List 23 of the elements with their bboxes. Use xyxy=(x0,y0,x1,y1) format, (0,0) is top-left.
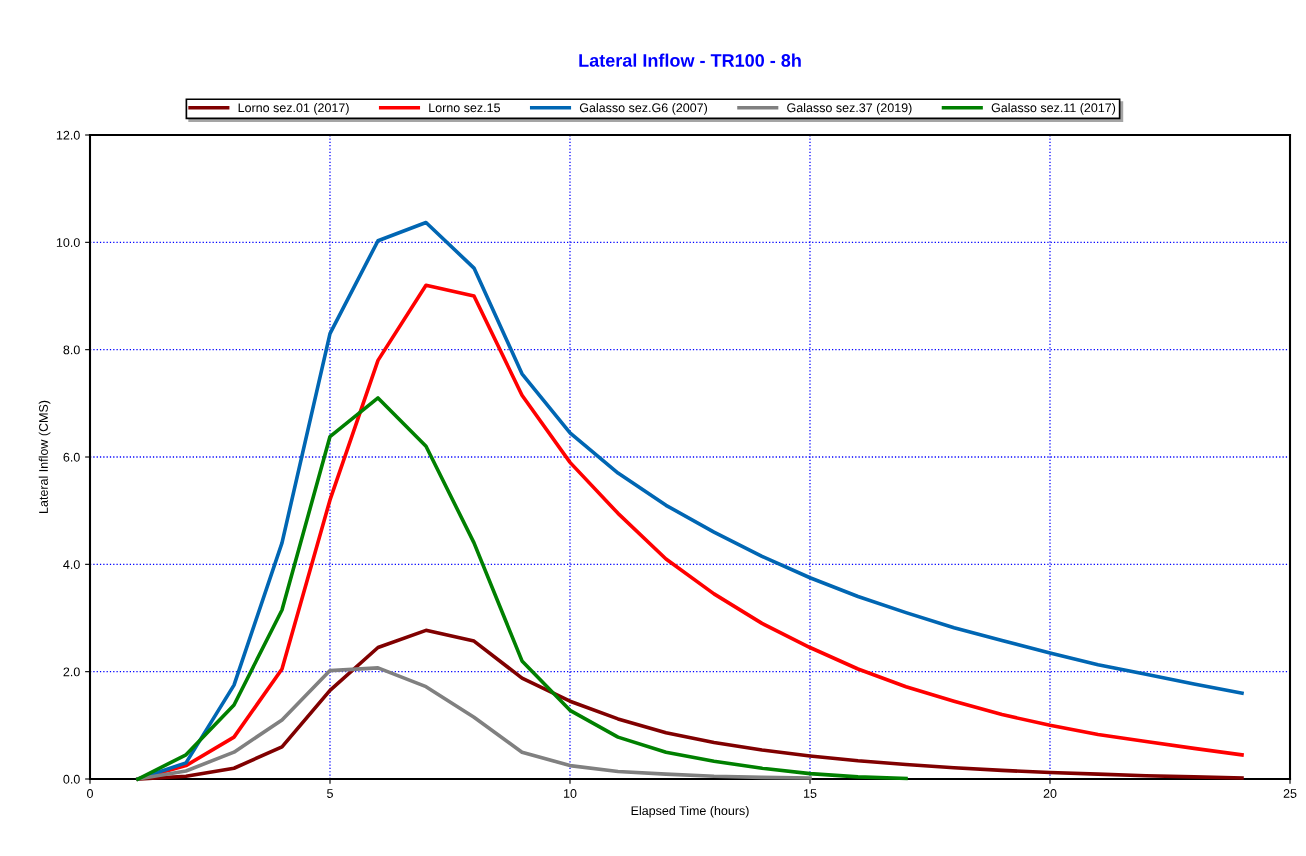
legend-label: Galasso sez.11 (2017) xyxy=(991,103,1116,115)
y-tick-label: 4.0 xyxy=(63,560,80,569)
y-axis-title: Lateral Inflow (CMS) xyxy=(38,400,51,513)
legend-label: Lorno sez.01 (2017) xyxy=(238,103,349,115)
x-tick-label: 20 xyxy=(1043,789,1057,798)
line-series xyxy=(136,396,908,781)
y-tick-label: 0.0 xyxy=(63,774,80,784)
x-tick-label: 10 xyxy=(564,789,577,798)
x-tick-label: 0 xyxy=(87,789,93,798)
legend-label: Galasso sez.37 (2019) xyxy=(787,103,912,115)
y-tick-label: 12.0 xyxy=(56,130,80,140)
x-tick-label: 5 xyxy=(327,789,333,798)
y-tick-label: 8.0 xyxy=(63,345,80,355)
y-tick-label: 2.0 xyxy=(63,667,80,677)
y-tick-label: 10.0 xyxy=(56,238,80,247)
y-tick-label: 6.0 xyxy=(63,452,80,462)
chart-title: Lateral Inflow - TR100 - 8h xyxy=(579,53,801,67)
x-tick-label: 25 xyxy=(1283,789,1297,798)
legend-label: Galasso sez.G6 (2007) xyxy=(579,103,708,115)
x-axis-title: Elapsed Time (hours) xyxy=(631,805,749,818)
legend-label: Lorno sez.15 xyxy=(429,103,500,113)
line-series xyxy=(136,666,812,781)
x-tick-label: 15 xyxy=(804,789,817,798)
